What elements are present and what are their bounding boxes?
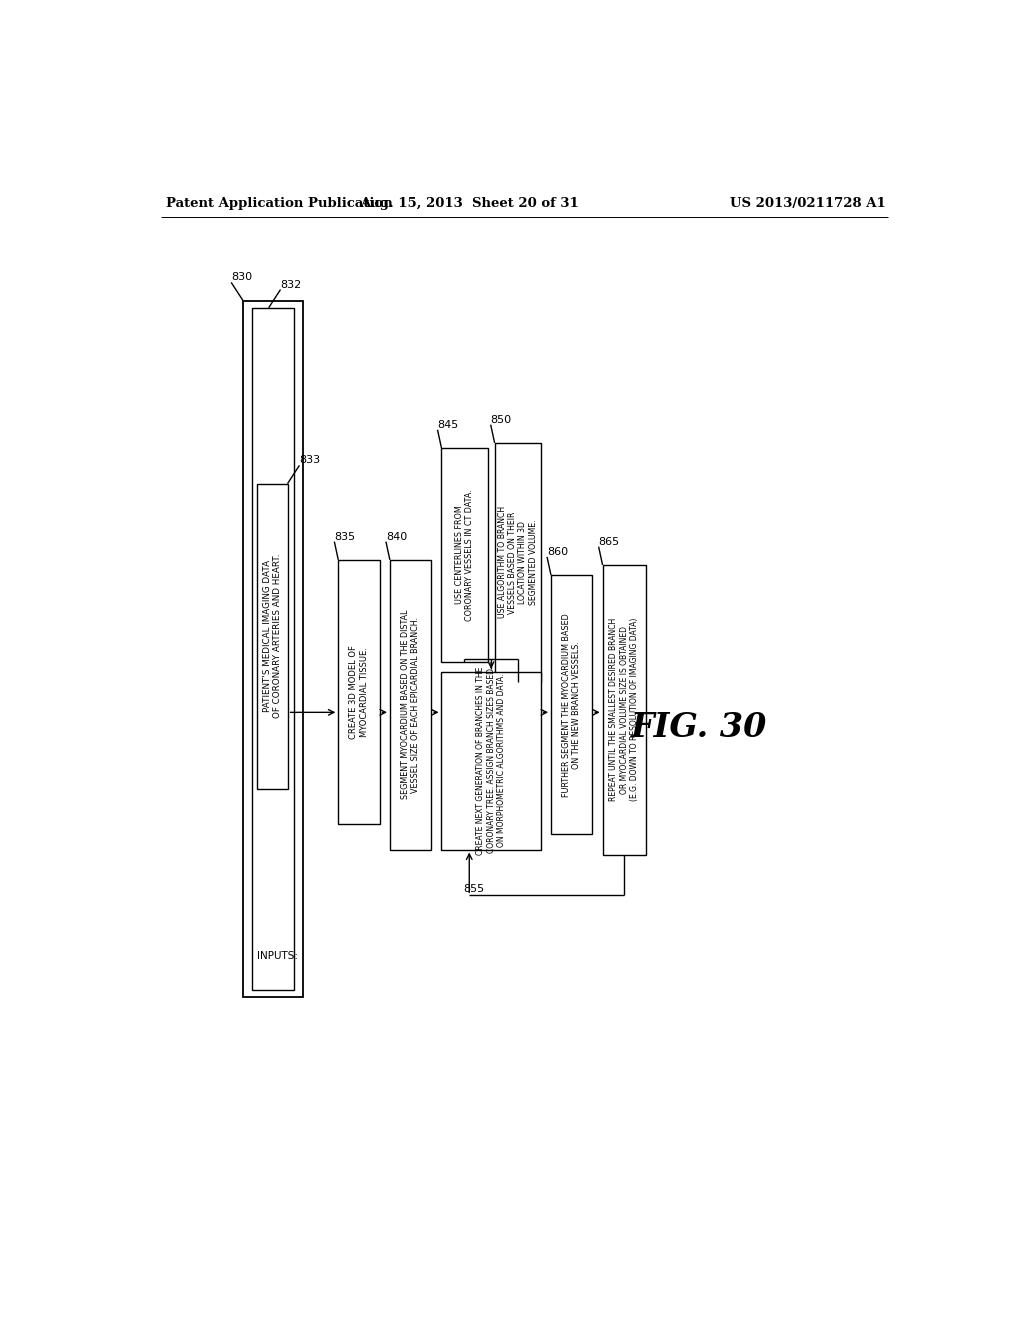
Bar	[252, 308, 294, 990]
Text: 850: 850	[490, 414, 512, 425]
Text: 860: 860	[547, 546, 568, 557]
Text: 833: 833	[299, 455, 321, 466]
Bar	[495, 444, 541, 682]
Bar	[338, 560, 380, 824]
Text: 835: 835	[334, 532, 355, 541]
Text: CREATE NEXT GENERATION OF BRANCHES IN THE
CORONARY TREE. ASSIGN BRANCH SIZES BAS: CREATE NEXT GENERATION OF BRANCHES IN TH…	[476, 667, 506, 855]
Text: 840: 840	[386, 532, 408, 541]
Bar	[257, 483, 288, 788]
Text: USE ALGORITHM TO BRANCH
VESSELS BASED ON THEIR
LOCATION WITHIN 3D
SEGMENTED VOLU: USE ALGORITHM TO BRANCH VESSELS BASED ON…	[498, 507, 538, 619]
Bar	[551, 576, 592, 834]
Bar	[602, 565, 646, 854]
Text: USE CENTERLINES FROM
CORONARY VESSELS IN CT DATA.: USE CENTERLINES FROM CORONARY VESSELS IN…	[455, 488, 474, 620]
Text: 830: 830	[231, 272, 252, 282]
Text: US 2013/0211728 A1: US 2013/0211728 A1	[730, 197, 886, 210]
Text: FURTHER SEGMENT THE MYOCARDIUM BASED
ON THE NEW BRANCH VESSELS.: FURTHER SEGMENT THE MYOCARDIUM BASED ON …	[562, 612, 582, 796]
Text: FIG. 30: FIG. 30	[631, 711, 768, 744]
Text: INPUTS:: INPUTS:	[257, 952, 298, 961]
Text: REPEAT UNTIL THE SMALLEST DESIRED BRANCH
OR MYOCARDIAL VOLUME SIZE IS OBTAINED
(: REPEAT UNTIL THE SMALLEST DESIRED BRANCH…	[609, 618, 639, 801]
Bar	[441, 672, 541, 850]
Text: 865: 865	[599, 537, 620, 546]
Text: Patent Application Publication: Patent Application Publication	[166, 197, 393, 210]
Text: SEGMENT MYOCARDIUM BASED ON THE DISTAL
VESSEL SIZE OF EACH EPICARDIAL BRANCH.: SEGMENT MYOCARDIUM BASED ON THE DISTAL V…	[400, 610, 420, 800]
Text: 832: 832	[281, 280, 302, 289]
Text: Aug. 15, 2013  Sheet 20 of 31: Aug. 15, 2013 Sheet 20 of 31	[359, 197, 579, 210]
Text: 845: 845	[437, 420, 459, 430]
Text: CREATE 3D MODEL OF
MYOCARDIAL TISSUE.: CREATE 3D MODEL OF MYOCARDIAL TISSUE.	[349, 645, 369, 739]
Bar	[243, 301, 303, 997]
Bar	[390, 560, 431, 850]
Text: PATIENT'S MEDICAL IMAGING DATA
OF CORONARY ARTERIES AND HEART.: PATIENT'S MEDICAL IMAGING DATA OF CORONA…	[263, 554, 283, 718]
Text: 855: 855	[464, 884, 484, 894]
Bar	[441, 447, 487, 661]
